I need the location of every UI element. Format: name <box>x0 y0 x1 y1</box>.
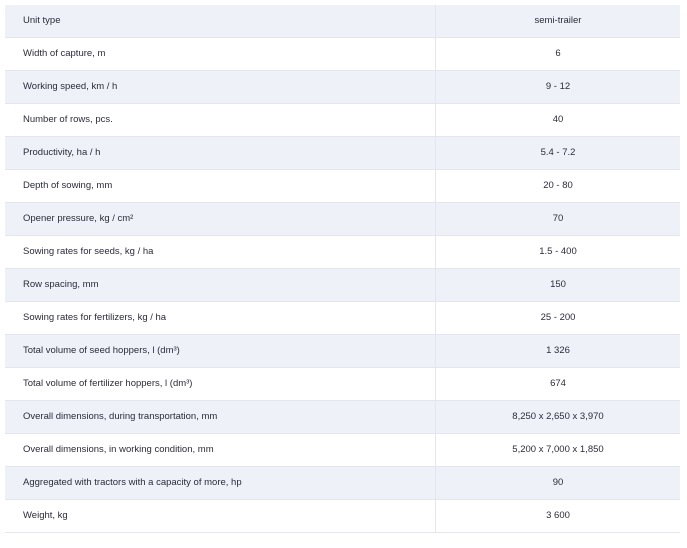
parameter-cell: Row spacing, mm <box>5 268 436 302</box>
table-row: Sowing rates for seeds, kg / ha 1.5 - 40… <box>5 235 680 269</box>
table-row: Opener pressure, kg / cm² 70 <box>5 202 680 236</box>
parameter-cell: Aggregated with tractors with a capacity… <box>5 466 436 500</box>
value-cell: 3 600 <box>435 499 680 533</box>
table-row: Weight, kg 3 600 <box>5 499 680 533</box>
value-cell: 25 - 200 <box>435 301 680 335</box>
parameter-cell: Working speed, km / h <box>5 70 436 104</box>
parameter-cell: Weight, kg <box>5 499 436 533</box>
parameter-cell: Number of rows, pcs. <box>5 103 436 137</box>
table-row: Depth of sowing, mm 20 - 80 <box>5 169 680 203</box>
table-row: Width of capture, m 6 <box>5 37 680 71</box>
table-row: Total volume of seed hoppers, l (dm³) 1 … <box>5 334 680 368</box>
parameter-cell: Width of capture, m <box>5 37 436 71</box>
value-cell: 5.4 - 7.2 <box>435 136 680 170</box>
value-cell: 8,250 x 2,650 x 3,970 <box>435 400 680 434</box>
table-row: Number of rows, pcs. 40 <box>5 103 680 137</box>
value-cell: 1.5 - 400 <box>435 235 680 269</box>
value-cell: 5,200 x 7,000 x 1,850 <box>435 433 680 467</box>
value-cell: 70 <box>435 202 680 236</box>
parameter-cell: Overall dimensions, during transportatio… <box>5 400 436 434</box>
parameter-cell: Total volume of fertilizer hoppers, l (d… <box>5 367 436 401</box>
value-cell: 40 <box>435 103 680 137</box>
table-row: Productivity, ha / h 5.4 - 7.2 <box>5 136 680 170</box>
value-cell: 674 <box>435 367 680 401</box>
parameter-cell: Depth of sowing, mm <box>5 169 436 203</box>
table-row: Unit type semi-trailer <box>5 5 680 38</box>
value-cell: 20 - 80 <box>435 169 680 203</box>
value-cell: 1 326 <box>435 334 680 368</box>
table-row: Total volume of fertilizer hoppers, l (d… <box>5 367 680 401</box>
value-cell: 150 <box>435 268 680 302</box>
parameter-cell: Opener pressure, kg / cm² <box>5 202 436 236</box>
parameter-cell: Sowing rates for fertilizers, kg / ha <box>5 301 436 335</box>
parameter-cell: Productivity, ha / h <box>5 136 436 170</box>
value-cell: 6 <box>435 37 680 71</box>
parameter-cell: Overall dimensions, in working condition… <box>5 433 436 467</box>
value-cell: semi-trailer <box>435 5 680 38</box>
table-row: Sowing rates for fertilizers, kg / ha 25… <box>5 301 680 335</box>
table-row: Overall dimensions, during transportatio… <box>5 400 680 434</box>
specifications-table-body: Unit type semi-trailer Width of capture,… <box>5 5 680 533</box>
value-cell: 90 <box>435 466 680 500</box>
table-row: Working speed, km / h 9 - 12 <box>5 70 680 104</box>
table-row: Aggregated with tractors with a capacity… <box>5 466 680 500</box>
parameter-cell: Total volume of seed hoppers, l (dm³) <box>5 334 436 368</box>
parameter-cell: Sowing rates for seeds, kg / ha <box>5 235 436 269</box>
specifications-table: Unit type semi-trailer Width of capture,… <box>5 5 680 533</box>
table-row: Row spacing, mm 150 <box>5 268 680 302</box>
parameter-cell: Unit type <box>5 5 436 38</box>
table-row: Overall dimensions, in working condition… <box>5 433 680 467</box>
value-cell: 9 - 12 <box>435 70 680 104</box>
